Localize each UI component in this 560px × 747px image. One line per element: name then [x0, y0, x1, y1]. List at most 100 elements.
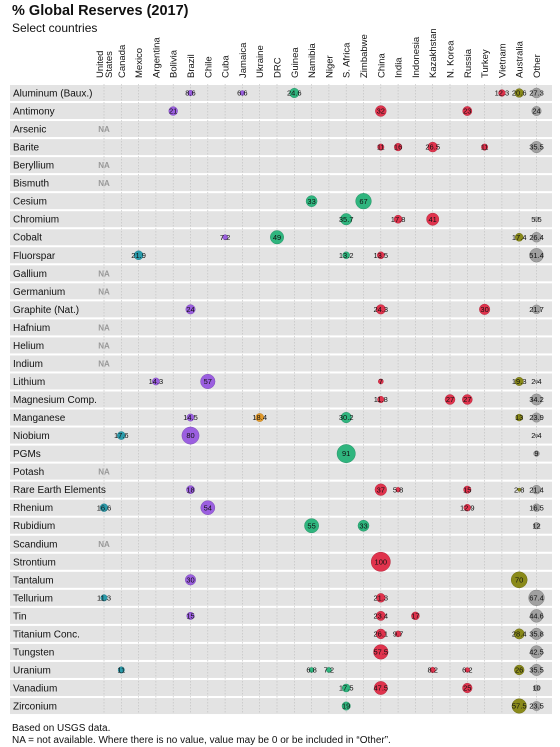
country-label-indonesia: Indonesia	[411, 36, 422, 78]
bubble-uranium-russia	[464, 667, 470, 673]
bubble-cobalt-cuba	[222, 234, 228, 241]
bubble-uranium-canada	[117, 666, 125, 674]
mineral-label-beryllium: Beryllium	[13, 161, 54, 172]
value-label: 27.3	[529, 89, 544, 98]
bubble-chromium-other	[533, 216, 540, 222]
row-band-tellurium	[10, 589, 552, 606]
mineral-label-chromium: Chromium	[13, 215, 59, 226]
bubble-rare-earth-elements-china	[374, 483, 387, 496]
row-band-uranium	[10, 661, 552, 678]
value-label: 27	[463, 395, 471, 404]
country-label-united-states: States	[104, 51, 115, 78]
value-label: 10	[532, 684, 540, 693]
row-band-cesium	[10, 193, 552, 210]
country-label-drc: DRC	[273, 57, 284, 78]
value-label: 17.5	[339, 684, 354, 693]
value-label: 32	[377, 107, 385, 116]
value-label: 55	[307, 521, 315, 530]
row-band-chromium	[10, 211, 552, 228]
bubble-pgms-other	[533, 450, 540, 457]
bubble-vanadium-other	[533, 684, 540, 692]
value-label: 25	[463, 684, 471, 693]
row-band-pgms	[10, 445, 552, 462]
na-label: NA	[98, 269, 110, 278]
row-band-rhenium	[10, 499, 552, 516]
value-label: 21	[169, 107, 177, 116]
bubble-fluorspar-other	[529, 248, 544, 263]
value-label: 26.1	[373, 630, 388, 639]
value-label: 13.5	[373, 251, 388, 260]
country-label-vietnam: Vietnam	[497, 43, 508, 78]
bubble-tellurium-other	[528, 589, 545, 606]
country-label-australia: Australia	[515, 40, 526, 78]
value-label: 26	[515, 666, 523, 675]
mineral-label-gallium: Gallium	[13, 269, 47, 280]
bubble-uranium-niger	[326, 667, 332, 673]
country-label-jamaica: Jamaica	[238, 42, 249, 78]
footnote-na: NA = not available. Where there is no va…	[12, 735, 391, 746]
na-label: NA	[98, 179, 110, 188]
value-label: 15	[186, 611, 194, 620]
value-label: 33	[359, 521, 367, 530]
bubble-cobalt-australia	[514, 232, 524, 242]
mineral-label-germanium: Germanium	[13, 287, 65, 298]
bubble-manganese-s-africa	[340, 412, 352, 424]
country-label-zimbabwe: Zimbabwe	[359, 34, 370, 78]
value-label: 19.3	[512, 377, 527, 386]
row-band-antimony	[10, 103, 552, 120]
mineral-label-niobium: Niobium	[13, 431, 50, 442]
bubble-niobium-brazil	[181, 426, 200, 445]
mineral-label-helium: Helium	[13, 341, 44, 352]
bubble-fluorspar-s-africa	[342, 251, 350, 260]
bubble-pgms-s-africa	[336, 444, 356, 464]
bubble-lithium-chile	[200, 373, 216, 389]
page-subtitle: Select countries	[12, 21, 98, 35]
bubble-lithium-other	[534, 379, 539, 384]
bubble-tellurium-united-states	[100, 594, 108, 602]
value-label: 12.3	[495, 89, 510, 98]
bubble-aluminum-baux-jamaica	[239, 90, 246, 96]
value-label: 44.6	[529, 611, 544, 620]
row-band-manganese	[10, 409, 552, 426]
value-label: 91	[342, 449, 350, 458]
page-title: % Global Reserves (2017)	[12, 3, 189, 19]
value-label: 24.6	[287, 89, 302, 98]
bubble-barite-china	[377, 143, 385, 151]
mineral-label-pgms: PGMs	[13, 449, 41, 460]
mineral-label-antimony: Antimony	[13, 107, 55, 118]
value-label: 11	[481, 143, 489, 152]
value-label: 12	[532, 521, 540, 530]
bubble-rubidium-zimbabwe	[357, 519, 370, 532]
row-band-fluorspar	[10, 247, 552, 264]
bubble-zirconium-other	[531, 701, 542, 711]
row-band-gallium	[10, 265, 552, 282]
value-label: 17.4	[512, 233, 527, 242]
country-label-canada: Canada	[117, 44, 128, 78]
bubble-aluminum-baux-vietnam	[498, 89, 506, 97]
bubble-cobalt-drc	[270, 230, 284, 245]
country-label-russia: Russia	[463, 48, 474, 78]
row-band-indium	[10, 355, 552, 372]
value-label: 11.3	[97, 593, 111, 602]
value-label: 20.6	[512, 89, 527, 98]
value-label: 23.4	[373, 611, 388, 620]
value-label: 21.9	[131, 251, 146, 260]
bubble-chromium-india	[393, 214, 403, 224]
bubble-barite-other	[530, 141, 543, 154]
value-label: 35.8	[529, 630, 544, 639]
value-label: 7.2	[220, 233, 230, 242]
mineral-label-rare-earth-elements: Rare Earth Elements	[13, 485, 106, 496]
na-label: NA	[98, 125, 110, 134]
country-label-ukraine: Ukraine	[255, 45, 266, 78]
bubble-aluminum-baux-brazil	[187, 89, 194, 97]
mineral-label-vanadium: Vanadium	[13, 683, 57, 694]
bubble-chromium-kazakhstan	[426, 212, 440, 226]
na-label: NA	[98, 341, 110, 350]
bubble-manganese-other	[531, 412, 542, 423]
bubble-uranium-kazakhstan	[429, 666, 436, 673]
bubble-titanium-conc-australia	[513, 628, 525, 640]
mineral-label-indium: Indium	[13, 359, 43, 370]
value-label: 23.5	[529, 702, 544, 711]
bubble-rare-earth-elements-russia	[463, 485, 472, 494]
